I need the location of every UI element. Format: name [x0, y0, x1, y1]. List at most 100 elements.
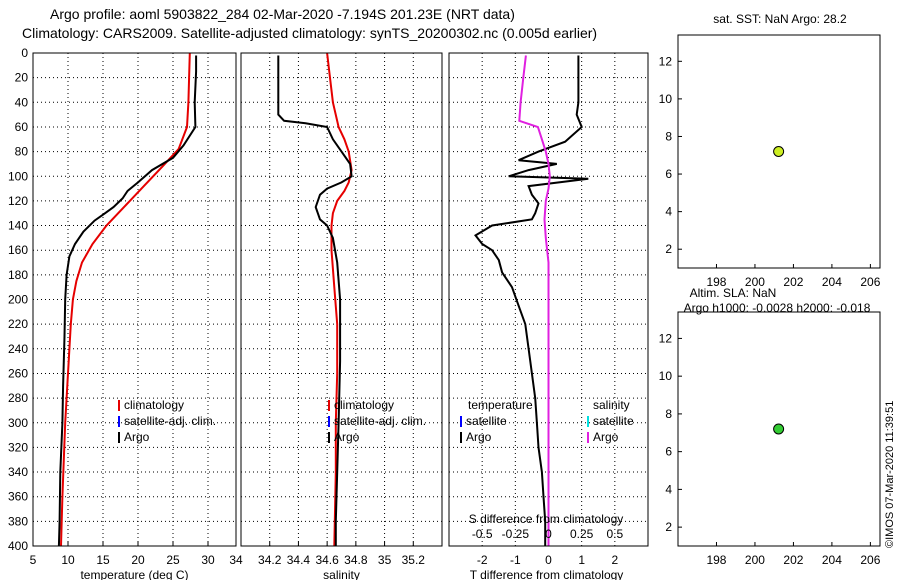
top-tick-label-0: -0.5 [472, 527, 493, 541]
top-tick-label-2: 0 [545, 527, 552, 541]
panel-title: sat. SST: NaN Argo: 28.2 [713, 12, 847, 26]
y-tick-label-2: 40 [15, 95, 29, 109]
y-tick-label-0: 0 [21, 46, 28, 60]
data-point-0 [773, 146, 785, 157]
y-tick-label-7: 140 [8, 219, 28, 233]
legend-left-satellite-label: satellite [466, 414, 507, 428]
top-tick-label-1: -0.25 [502, 527, 530, 541]
y-tick-label-11: 220 [8, 317, 28, 331]
y-tick-label-0: 2 [665, 520, 672, 534]
legend-satellite-adj-label: satellite-adj. clim. [334, 414, 426, 428]
legend-right-satellite-label: satellite [593, 414, 634, 428]
y-tick-label-12: 240 [8, 342, 28, 356]
x-tick-label-4: 206 [860, 275, 880, 289]
y-tick-label-3: 8 [665, 407, 672, 421]
x-axis-label: T difference from climatology [470, 568, 624, 580]
y-tick-label-3: 8 [665, 129, 672, 143]
x-tick-label-3: 1 [578, 553, 585, 567]
series-s-difference-argo [518, 55, 551, 546]
x-tick-label-5: 35.2 [402, 553, 426, 567]
panel-title: Altim. SLA: NaN [690, 286, 777, 300]
header-line2: Climatology: CARS2009. Satellite-adjuste… [22, 25, 597, 41]
x-tick-label-3: 20 [131, 553, 145, 567]
y-tick-label-14: 280 [8, 391, 28, 405]
series-climatology [326, 52, 353, 547]
x-tick-label-1: -1 [510, 553, 521, 567]
y-tick-label-2: 6 [665, 445, 672, 459]
legend-satellite-adj-label: satellite-adj. clim. [124, 414, 216, 428]
sla-panel: 198 200 202 204 206 2 4 6 8 10 12 Altim. SLA: NaNAr… [659, 286, 881, 567]
x-tick-label-1: 200 [745, 275, 765, 289]
x-tick-label-2: 202 [783, 275, 803, 289]
legend-climatology-label: climatology [334, 398, 394, 412]
x-tick-label-2: 15 [96, 553, 110, 567]
temperature-panel: 5 10 15 20 25 30 34 temperature (deg C) 0 20 40 60 8… [8, 46, 243, 580]
x-tick-label-6: 34 [229, 553, 243, 567]
salinity-panel: 34.2 34.4 34.6 34.8 35 35.2 salinity climatolog… [240, 52, 443, 580]
series-argo [57, 55, 198, 547]
series-argo [277, 55, 353, 546]
x-tick-label-2: 34.6 [315, 553, 339, 567]
x-tick-label-0: 198 [706, 275, 726, 289]
y-tick-label-0: 2 [665, 242, 672, 256]
y-tick-label-5: 100 [8, 169, 28, 183]
y-tick-label-6: 120 [8, 194, 28, 208]
axes-frame [240, 52, 443, 547]
footer-stamp: ©IMOS 07-Mar-2020 11:39:51 [884, 401, 896, 548]
x-tick-label-2: 0 [545, 553, 552, 567]
legend-left-title: temperature [468, 398, 533, 412]
x-tick-label-1: 200 [745, 553, 765, 567]
x-axis-label: salinity [323, 568, 360, 580]
x-tick-label-0: 5 [30, 553, 37, 567]
x-tick-label-0: 198 [706, 553, 726, 567]
legend-left-argo-label: Argo [466, 430, 492, 444]
y-tick-label-15: 300 [8, 416, 28, 430]
legend-right-title: salinity [593, 398, 630, 412]
y-tick-label-3: 60 [15, 120, 29, 134]
y-tick-label-4: 10 [659, 92, 673, 106]
x-tick-label-4: 2 [611, 553, 618, 567]
x-axis-label: temperature (deg C) [80, 568, 188, 580]
x-tick-label-4: 206 [860, 553, 880, 567]
y-tick-label-5: 12 [659, 331, 673, 345]
x-tick-label-5: 30 [201, 553, 215, 567]
data-point-0 [773, 423, 785, 435]
series-climatology [60, 52, 191, 547]
y-tick-label-5: 12 [659, 54, 673, 68]
legend-right-argo-label: Argo [593, 430, 619, 444]
x-tick-label-1: 34.4 [287, 553, 311, 567]
panel-title-2: Argo h1000: -0.0028 h2000: -0.018 [684, 301, 871, 315]
y-tick-label-8: 160 [8, 243, 28, 257]
y-tick-label-10: 200 [8, 293, 28, 307]
x-tick-label-1: 10 [61, 553, 75, 567]
x-tick-label-3: 204 [822, 553, 842, 567]
y-tick-label-16: 320 [8, 440, 28, 454]
axes-frame [448, 52, 649, 547]
y-tick-label-4: 10 [659, 369, 673, 383]
y-tick-label-1: 4 [665, 205, 672, 219]
axes-frame [677, 34, 881, 269]
y-tick-label-9: 180 [8, 268, 28, 282]
legend-argo-label: Argo [334, 430, 360, 444]
x-tick-label-0: 34.2 [258, 553, 282, 567]
sst-panel: 198 200 202 204 206 2 4 6 8 10 12 sat. SST: NaN Arg… [659, 12, 881, 289]
x-tick-label-4: 35 [378, 553, 392, 567]
y-tick-label-20: 400 [8, 539, 28, 553]
axes-frame [677, 311, 881, 547]
legend-argo-label: Argo [124, 430, 150, 444]
y-tick-label-2: 6 [665, 167, 672, 181]
difference-panel: -2 -1 0 1 2T difference from climatology S di… [448, 52, 649, 580]
y-tick-label-19: 380 [8, 514, 28, 528]
x-tick-label-3: 204 [822, 275, 842, 289]
header-line1: Argo profile: aoml 5903822_284 02-Mar-20… [50, 6, 515, 22]
y-tick-label-1: 20 [15, 71, 29, 85]
x-tick-label-3: 34.8 [344, 553, 368, 567]
x-tick-label-2: 202 [783, 553, 803, 567]
top-axis-label: S difference from climatology [469, 512, 624, 526]
top-tick-label-3: 0.25 [570, 527, 594, 541]
series-t-difference-argo [474, 55, 589, 546]
y-tick-label-1: 4 [665, 482, 672, 496]
y-tick-label-4: 80 [15, 145, 29, 159]
x-tick-label-0: -2 [477, 553, 488, 567]
